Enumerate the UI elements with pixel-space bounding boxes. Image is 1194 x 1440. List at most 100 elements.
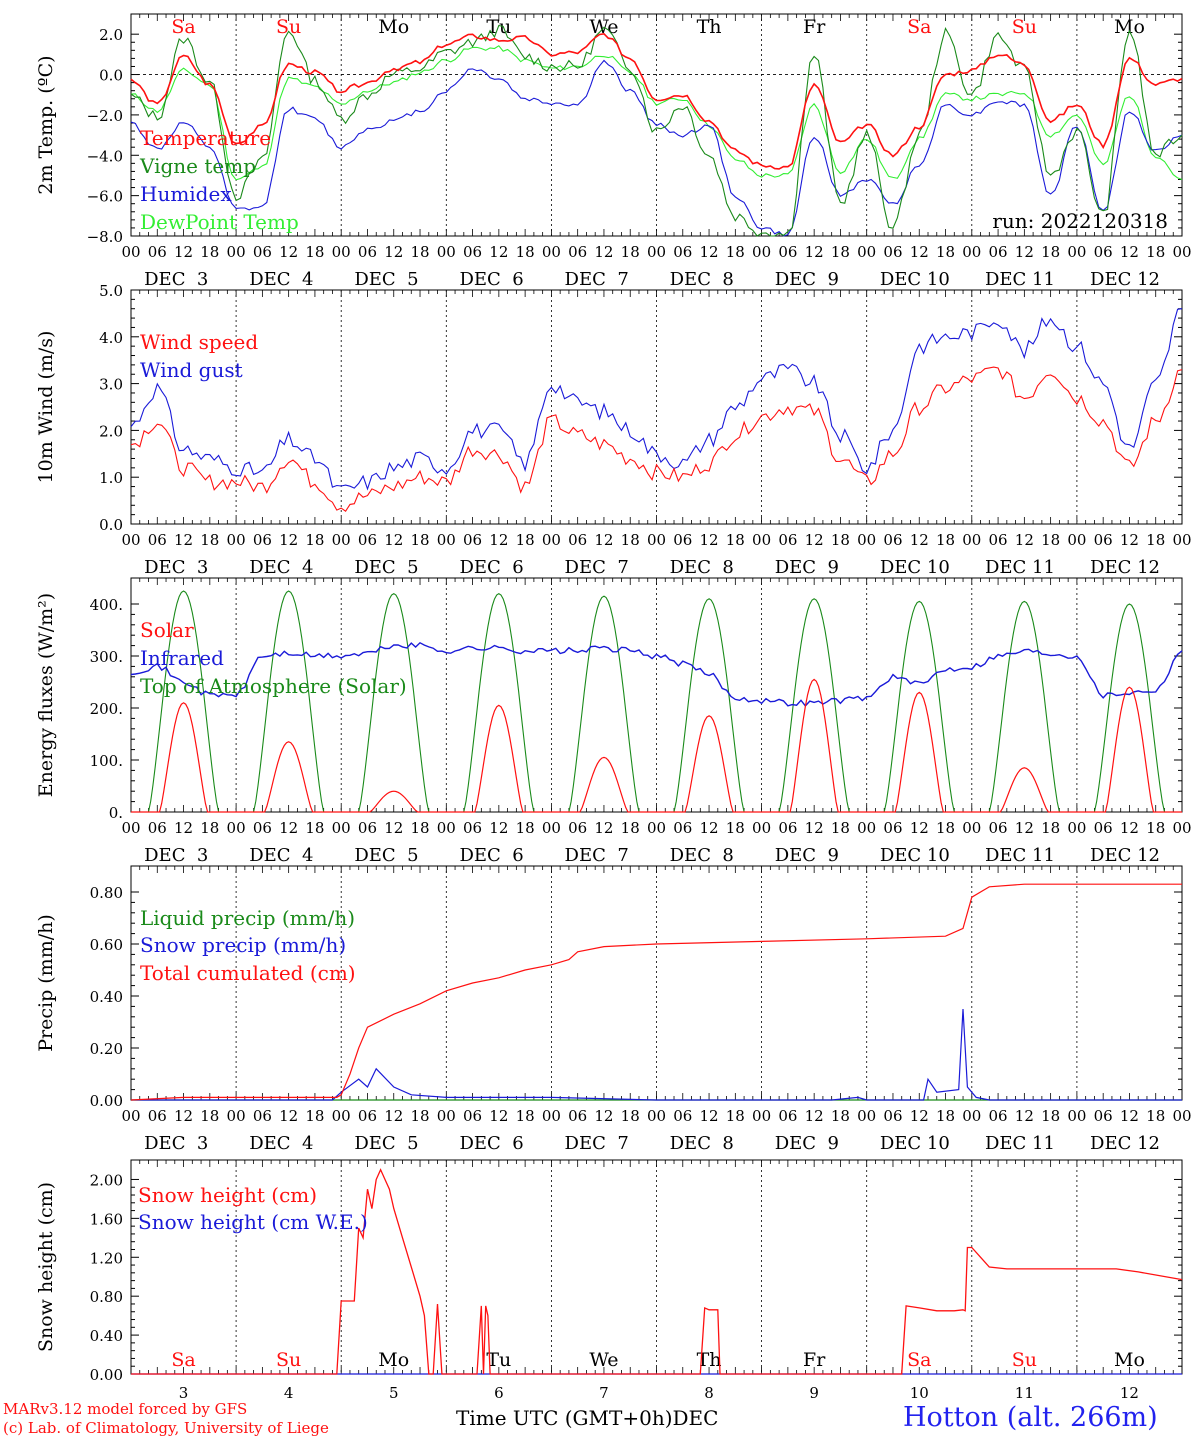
hour-label: 18: [200, 531, 219, 549]
hour-label: 00: [542, 531, 561, 549]
weekday-label: Fr: [803, 1349, 826, 1371]
date-label: DEC 10: [880, 557, 950, 578]
hour-label: 18: [936, 243, 955, 261]
hour-label: 18: [410, 819, 429, 837]
hour-label: 12: [594, 1107, 613, 1125]
hour-label: 06: [1094, 531, 1113, 549]
date-label: DEC 12: [1090, 1133, 1160, 1154]
temp-series-vigne-temp: [130, 24, 1183, 237]
y-tick-label: 200.: [90, 700, 123, 718]
legend-item: Top of Atmosphere (Solar): [140, 674, 407, 698]
hour-label: 18: [1146, 1107, 1165, 1125]
hour-label: 12: [279, 1107, 298, 1125]
y-axis-label: 10m Wind (m/s): [35, 331, 57, 484]
date-label: DEC 5: [354, 845, 418, 866]
date-label: DEC 9: [775, 1133, 839, 1154]
date-label: DEC 5: [354, 269, 418, 290]
date-label: DEC 11: [985, 269, 1055, 290]
date-label: DEC 11: [985, 557, 1055, 578]
wind-series: [130, 308, 1183, 491]
hour-label: 18: [410, 1107, 429, 1125]
hour-label: 00: [962, 819, 981, 837]
date-label: DEC 12: [1090, 269, 1160, 290]
temp-series-dewpoint-temp: [130, 45, 1183, 181]
hour-label: 18: [516, 531, 535, 549]
hour-label: 12: [1015, 531, 1034, 549]
legend-item: Snow height (cm): [138, 1183, 317, 1207]
hour-label: 00: [752, 1107, 771, 1125]
date-label: DEC 12: [1090, 845, 1160, 866]
hour-label: 12: [489, 531, 508, 549]
hour-label: 18: [831, 819, 850, 837]
hour-label: 18: [200, 1107, 219, 1125]
hour-label: 12: [384, 243, 403, 261]
date-label: DEC 7: [565, 269, 629, 290]
hour-label: 12: [1120, 243, 1139, 261]
y-axis-label: 2m Temp. (ºC): [35, 55, 57, 194]
hour-label: 00: [542, 1107, 561, 1125]
date-label: DEC 4: [249, 557, 313, 578]
hour-label: 06: [778, 243, 797, 261]
hour-label: 06: [1094, 1107, 1113, 1125]
hour-label: 06: [253, 819, 272, 837]
hour-label: 18: [305, 1107, 324, 1125]
date-label: DEC 7: [565, 557, 629, 578]
hour-label: 12: [384, 1107, 403, 1125]
hour-label: 00: [962, 1107, 981, 1125]
date-label: DEC 3: [144, 269, 208, 290]
hour-label: 18: [1146, 819, 1165, 837]
temp-series-temperature: [130, 32, 1183, 170]
date-label: DEC 5: [354, 557, 418, 578]
weekday-label: Sa: [171, 1349, 195, 1371]
hour-label: 00: [437, 243, 456, 261]
day-number-label: 4: [284, 1384, 294, 1402]
hour-label: 00: [332, 243, 351, 261]
hour-label: 18: [1146, 243, 1165, 261]
y-tick-label: 1.20: [90, 1249, 123, 1267]
date-label: DEC 7: [565, 1133, 629, 1154]
hour-label: 00: [227, 819, 246, 837]
hour-label: 00: [752, 243, 771, 261]
weekday-label: Mo: [1114, 1349, 1145, 1371]
y-tick-label: 0.00: [90, 1366, 123, 1384]
hour-label: 18: [410, 243, 429, 261]
weekday-label: Th: [697, 16, 722, 38]
date-label: DEC 6: [459, 269, 523, 290]
hour-label: 12: [700, 531, 719, 549]
weekday-label: Mo: [1114, 16, 1145, 38]
date-label: DEC 11: [985, 1133, 1055, 1154]
y-tick-label: 0.80: [90, 1288, 123, 1306]
weekday-label: Tu: [486, 1349, 511, 1371]
hour-label: 00: [437, 819, 456, 837]
hour-label: 18: [621, 819, 640, 837]
date-label: DEC 5: [354, 1133, 418, 1154]
legend-item: Wind gust: [140, 358, 243, 382]
date-label: DEC 10: [880, 269, 950, 290]
day-number-label: 10: [910, 1384, 929, 1402]
y-tick-label: 0.60: [90, 936, 123, 954]
y-tick-label: 0.: [109, 804, 123, 822]
hour-label: 06: [883, 1107, 902, 1125]
y-tick-label: 0.20: [90, 1040, 123, 1058]
hour-label: 18: [726, 531, 745, 549]
weekday-label: Su: [276, 16, 301, 38]
hour-label: 06: [673, 1107, 692, 1125]
y-tick-label: 2.00: [90, 1171, 123, 1189]
hour-label: 00: [1067, 531, 1086, 549]
hour-label: 00: [857, 819, 876, 837]
legend-item: Solar: [140, 618, 194, 642]
date-label: DEC 11: [985, 845, 1055, 866]
hour-label: 18: [831, 531, 850, 549]
station-label: Hotton (alt. 266m): [903, 1402, 1158, 1433]
hour-label: 00: [227, 1107, 246, 1125]
hour-label: 18: [305, 243, 324, 261]
hour-label: 06: [989, 531, 1008, 549]
hour-label: 00: [1172, 1107, 1191, 1125]
hour-label: 12: [384, 819, 403, 837]
precip-series: [131, 1008, 1182, 1101]
hour-label: 06: [1094, 243, 1113, 261]
hour-label: 06: [673, 819, 692, 837]
y-tick-label: 0.80: [90, 884, 123, 902]
y-tick-label: −4.0: [87, 147, 123, 165]
hour-label: 12: [594, 243, 613, 261]
